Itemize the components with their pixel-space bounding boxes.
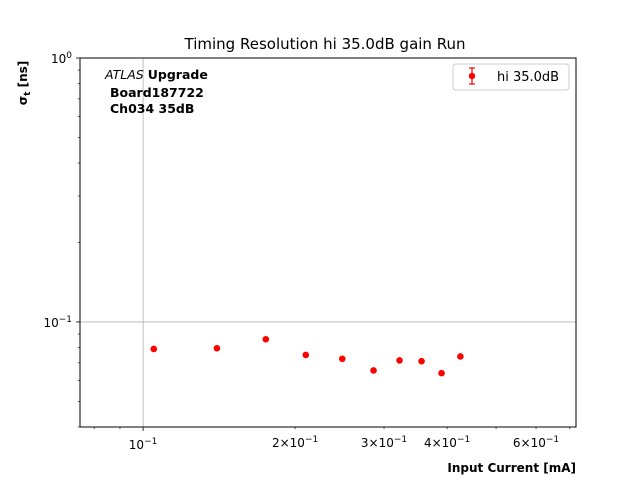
x-minor-tick-label: 4×10−1: [424, 435, 470, 450]
x-minor-tick-label: 2×10−1: [272, 435, 318, 450]
y-tick-label: 10−1: [43, 315, 72, 330]
tick-labels: 10−1 2×10−1 3×10−1 4×10−1 6×10−1 10−1 100: [43, 51, 559, 452]
data-point: [370, 367, 377, 374]
y-axis-label: σt [ns]: [16, 61, 33, 106]
data-point: [338, 355, 346, 363]
annotation-atlas: ATLAS: [104, 67, 144, 82]
y-axis-label-symbol: σ: [16, 96, 30, 105]
annotation-board: Board187722: [110, 85, 204, 100]
x-minor-tick-label: 6×10−1: [513, 435, 559, 450]
data-point: [262, 335, 270, 343]
data-point: [213, 344, 221, 352]
x-minor-tick-label: 3×10−1: [361, 435, 407, 450]
chart-title: Timing Resolution hi 35.0dB gain Run: [184, 35, 466, 53]
plot-frame: [79, 57, 577, 428]
y-tick-label: 100: [51, 51, 72, 66]
data-point: [438, 369, 445, 377]
y-axis-label-subscript: t: [23, 91, 33, 96]
data-point: [150, 345, 158, 353]
annotation-channel: Ch034 35dB: [110, 101, 194, 116]
data-point: [457, 353, 464, 360]
legend-label: hi 35.0dB: [497, 70, 559, 85]
legend: hi 35.0dB: [452, 63, 570, 91]
annotation-upgrade: Upgrade: [148, 67, 208, 82]
data-point: [396, 357, 403, 364]
legend-box: [452, 63, 570, 91]
x-tick-label: 10−1: [129, 437, 158, 452]
data-point: [418, 357, 425, 365]
data-points: [150, 335, 464, 377]
atlas-annotation: ATLAS Upgrade Board187722 Ch034 35dB: [104, 67, 208, 116]
y-axis-label-unit: [ns]: [16, 61, 30, 92]
annotation-line-1: ATLAS Upgrade: [104, 67, 208, 82]
legend-marker: [468, 72, 476, 80]
x-axis-label: Input Current [mA]: [447, 461, 576, 475]
data-point: [302, 351, 310, 359]
